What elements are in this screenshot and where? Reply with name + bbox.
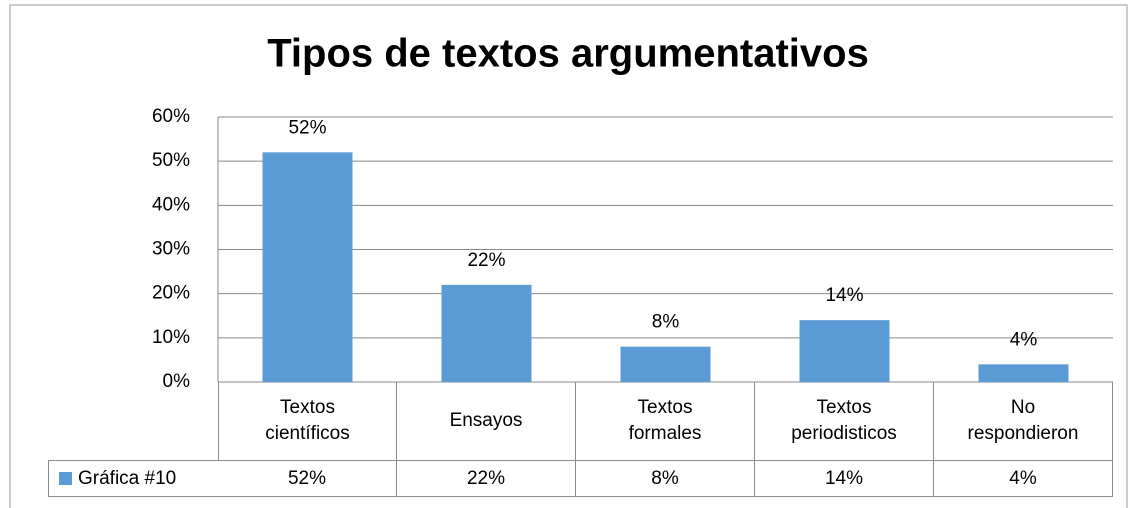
category-label-text: Textos periodisticos — [791, 397, 897, 444]
y-tick-label: 10% — [152, 327, 190, 348]
legend-cell: Gráfica #10 — [48, 460, 219, 497]
y-tick-label: 60% — [152, 106, 190, 127]
y-tick-label: 20% — [152, 283, 190, 304]
legend-key — [59, 472, 72, 485]
bar — [262, 152, 353, 382]
table-value-text: 14% — [824, 467, 864, 489]
table-value-text: 8% — [651, 467, 679, 489]
table-value: 22% — [397, 460, 576, 497]
data-label: 8% — [652, 312, 680, 333]
bar — [978, 364, 1069, 382]
category-label: No respondieron — [934, 382, 1113, 460]
table-value: 8% — [576, 460, 755, 497]
bar — [441, 284, 532, 382]
y-tick-label: 40% — [152, 194, 190, 215]
data-label: 14% — [825, 285, 863, 306]
y-tick-label: 30% — [152, 239, 190, 260]
category-label-text: Ensayos — [449, 410, 523, 431]
category-label: Textos formales — [576, 382, 755, 460]
legend-label: Gráfica #10 — [78, 467, 177, 489]
chart-border — [9, 4, 1128, 508]
table-value: 52% — [218, 460, 397, 497]
table-value-text: 4% — [1009, 467, 1037, 489]
data-label: 4% — [1010, 329, 1038, 350]
table-value-text: 22% — [466, 467, 506, 489]
category-label: Textos científicos — [218, 382, 397, 460]
bar — [620, 346, 711, 382]
category-label: Ensayos — [397, 382, 576, 460]
table-value-text: 52% — [287, 467, 327, 489]
y-tick-label: 0% — [163, 371, 191, 392]
category-label-text: No respondieron — [967, 397, 1079, 444]
category-label: Textos periodisticos — [755, 382, 934, 460]
table-value: 4% — [934, 460, 1113, 497]
chart-title: Tipos de textos argumentativos — [267, 32, 869, 76]
category-label-text: Textos formales — [628, 397, 702, 444]
data-label: 52% — [288, 117, 326, 138]
table-value: 14% — [755, 460, 934, 497]
data-label: 22% — [467, 250, 505, 271]
category-label-text: Textos científicos — [265, 397, 350, 444]
y-tick-label: 50% — [152, 150, 190, 171]
bar — [799, 320, 890, 382]
